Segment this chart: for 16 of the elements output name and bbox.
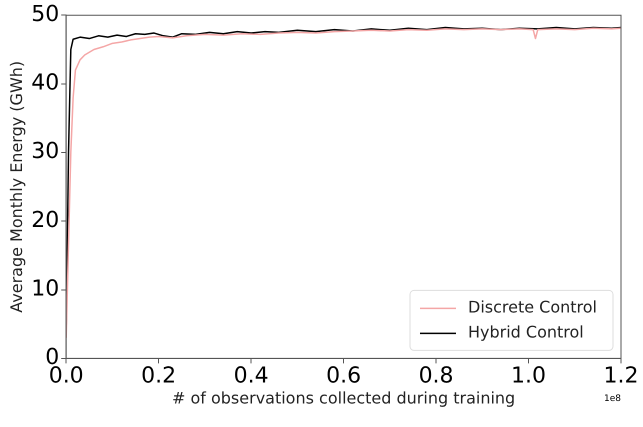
x-tick-label: 0.4 — [234, 363, 269, 388]
x-tick-label: 1.0 — [511, 363, 546, 388]
x-tick-label: 1.2 — [604, 363, 638, 388]
y-tick-label: 40 — [31, 70, 60, 96]
y-tick-label: 50 — [31, 2, 60, 27]
text: 1e8 — [604, 394, 622, 404]
x-tick-label: 0.6 — [326, 363, 362, 388]
x-tick-label: 0.8 — [418, 363, 454, 388]
y-tick-label: 10 — [31, 276, 60, 302]
x-tick-label: 0.2 — [141, 363, 176, 388]
y-tick-label: 30 — [31, 139, 60, 164]
legend-label: Discrete Control — [468, 298, 598, 317]
y-axis-title: Average Monthly Energy (GWh) — [6, 60, 26, 313]
x-axis-title: # of observations collected during training — [172, 388, 516, 408]
y-tick-label: 20 — [31, 208, 60, 233]
legend-label: Hybrid Control — [468, 322, 584, 342]
